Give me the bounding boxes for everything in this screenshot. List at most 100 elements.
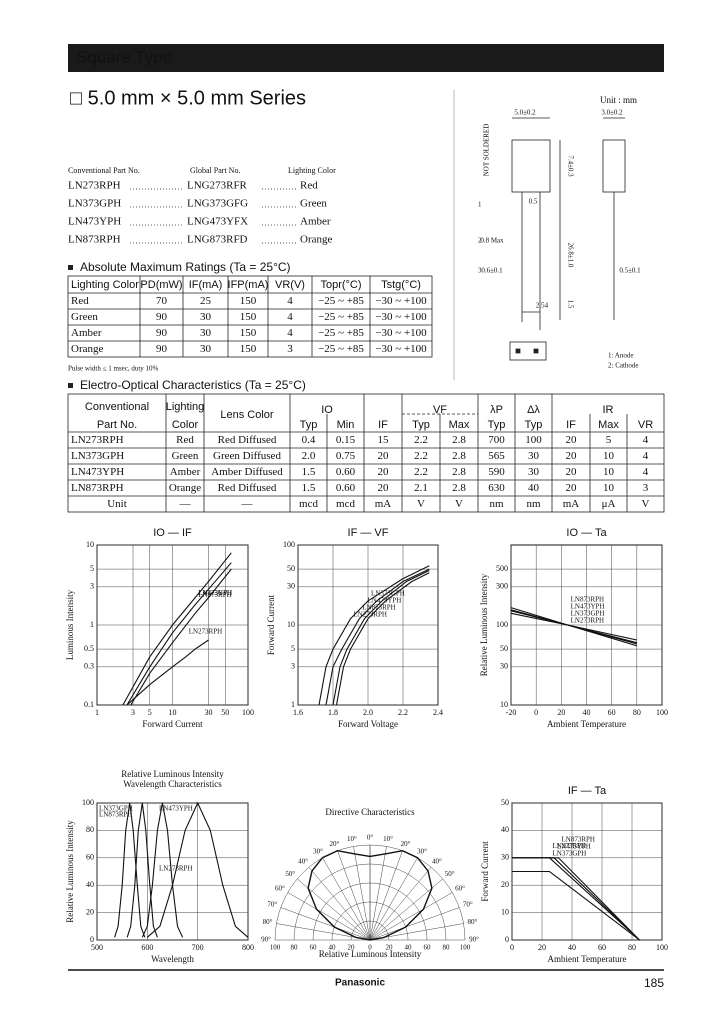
table-cell: 5 [606,434,612,446]
table-header: IF [378,419,388,431]
y-tick-label: 50 [501,798,509,807]
global-part-number: LNG273RFR [187,180,248,192]
r-tick-label: 20 [348,944,356,952]
x-tick-label: 40 [583,708,591,717]
r-tick-label: 20 [386,944,394,952]
table-cell: −25 ~ +85 [318,295,364,307]
table-header: Lens Color [220,409,274,421]
angle-label: 30° [313,847,323,855]
r-tick-label: 60 [424,944,432,952]
section-title: Absolute Maximum Ratings (Ta = 25°C) [80,260,291,274]
page-title: Square Type [76,47,172,66]
curve [512,870,640,941]
dimension-label: 2.54 [536,302,549,310]
table-cell: 10 [603,482,615,494]
y-tick-label: 80 [86,825,94,834]
table-cell: 20 [566,450,578,462]
curve-label: LN273RPH [571,617,604,625]
part-number: LN473YPH [68,216,121,228]
dimension-label: 0.8 Max [480,237,504,245]
dimension-label: 5.0±0.2 [514,109,536,117]
x-tick-label: 2.4 [433,708,443,717]
curve-label: LN873RPH [198,591,231,599]
pattern-curve [369,849,433,941]
table-cell: 70 [156,295,168,307]
global-part-number: LNG373GFG [187,198,248,210]
x-tick-label: 20 [557,708,565,717]
table-cell: 100 [525,434,542,446]
angle-label: 20° [401,840,411,848]
table-header: Topr(°C) [320,279,361,291]
table-cell: LN473YPH [71,466,124,478]
x-tick-label: 50 [221,708,229,717]
table-frame [67,275,433,358]
curve [126,562,232,706]
angle-label: 40° [298,857,308,865]
y-tick-label: 50 [287,564,295,573]
dimension-drawing [509,117,626,361]
x-tick-label: 0 [534,708,538,717]
y-tick-label: 500 [496,564,508,573]
table-cell: — [241,498,254,510]
curve-label: LN373GPH [553,849,587,857]
curve-label: LN273RPH [189,627,222,635]
table-cell: mA [563,498,580,510]
table-header: Min [337,419,355,431]
table-cell: nm [489,498,504,510]
callout: 1 [478,201,482,209]
led-bottom [509,341,547,361]
table-cell: 0.75 [336,450,356,462]
y-tick-label: 0.3 [84,662,94,671]
table-cell: V [455,498,463,510]
table-cell: 20 [566,434,578,446]
r-tick-label: 0 [368,944,372,952]
table-header: Max [598,419,619,431]
y-tick-label: 40 [501,825,509,834]
chart-title: IF — VF [348,527,389,539]
angle-label: 20° [330,840,340,848]
chart-title: Relative Luminous Intensity [121,769,224,779]
dimension-label: 0.5 [529,198,538,206]
table-cell: 15 [378,434,390,446]
table-cell: 10 [603,466,615,478]
x-axis-label: Forward Current [142,719,203,729]
grid-line [369,867,432,941]
curve [510,609,637,645]
led-front [511,139,551,193]
callout: 3 [478,267,482,275]
dimension-label: 0.6±0.1 [481,267,503,275]
pattern-curve [307,849,371,941]
grid-line [369,878,443,941]
chart-title: IO — IF [153,527,192,539]
table-cell: Unit [107,498,127,510]
dimension-label: 7.4±0.3 [566,155,574,177]
table-cell: Amber Diffused [211,466,283,478]
chart-title: IO — Ta [566,527,607,539]
table-cell: 150 [240,327,257,339]
x-tick-label: 2.2 [398,708,408,717]
table-cell: 20 [378,466,390,478]
table-cell: 2.8 [452,466,466,478]
x-tick-label: 40 [568,943,576,952]
y-tick-label: 3 [90,582,94,591]
table-header: λP [490,404,503,416]
curve [122,552,232,706]
pin-label: 1: Anode [608,352,633,360]
table-note: Pulse width ≤ 1 msec, duty 10% [68,365,159,373]
table-cell: 25 [200,295,212,307]
table-cell: 4 [643,450,649,462]
dimension-label: 1.5 [566,300,574,309]
dimension-label: 0.5±0.1 [619,267,641,275]
table-cell: V [417,498,425,510]
curve [126,802,158,938]
x-tick-label: 10 [169,708,177,717]
curve-label: LN273RPH [553,842,586,850]
x-tick-label: 30 [205,708,213,717]
table-cell: 3 [287,343,293,355]
y-tick-label: 60 [86,853,94,862]
dimension-label: 26.8±1.0 [566,243,574,268]
global-part-number: LNG473YFX [187,216,248,228]
y-tick-label: 300 [496,582,508,591]
y-tick-label: 10 [86,540,94,549]
